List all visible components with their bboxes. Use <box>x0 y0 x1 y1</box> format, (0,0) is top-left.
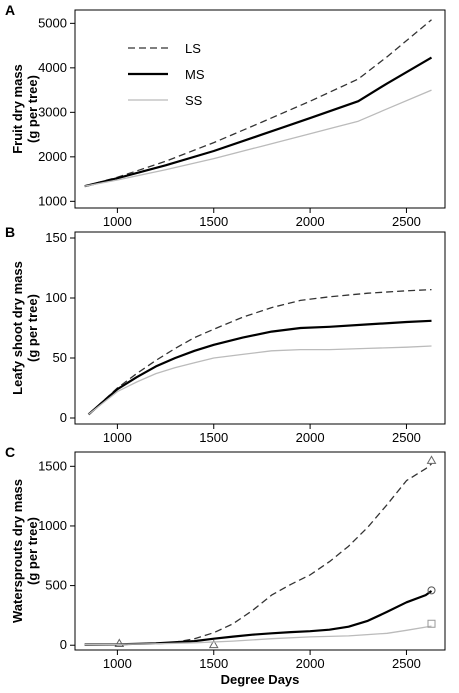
panel-B: 1000 1500 2000 2500 0 50 100 150 B Leafy shoot dr… <box>5 224 446 445</box>
x-tick-label: 2500 <box>392 430 421 445</box>
y-tick-label: 5000 <box>38 15 67 30</box>
x-tick-label: 1000 <box>103 656 132 671</box>
series-line-MS <box>84 56 433 188</box>
panel-letter: B <box>5 224 15 240</box>
plot-frame <box>74 451 446 651</box>
x-tick-label: 2000 <box>296 656 325 671</box>
panel-letter: A <box>5 2 15 18</box>
x-tick-label: 2000 <box>296 430 325 445</box>
y-tick-label: 100 <box>45 290 67 305</box>
y-axis-title-line: Watersprouts dry mass <box>10 479 25 623</box>
marker-circle <box>427 586 436 595</box>
y-axis-title: Fruit dry mass(g per tree) <box>10 64 40 154</box>
marker-triangle <box>426 455 437 464</box>
x-axis-title: Degree Days <box>221 672 300 687</box>
y-axis-title: Leafy shoot dry mass(g per tree) <box>10 261 40 395</box>
plot-frame <box>74 9 446 209</box>
series-line-SS <box>84 625 432 646</box>
marker-triangle <box>208 639 219 649</box>
x-tick-label: 1500 <box>199 430 228 445</box>
x-tick-label: 2000 <box>296 214 325 229</box>
marker-square <box>427 619 436 628</box>
y-axis-title-line: Fruit dry mass <box>10 64 25 154</box>
x-tick-label: 1500 <box>199 214 228 229</box>
y-tick-label: 1000 <box>38 518 67 533</box>
y-tick-label: 3000 <box>38 104 67 119</box>
x-tick-label: 1500 <box>199 656 228 671</box>
series-line-LS <box>84 19 432 187</box>
plot-frame <box>74 231 446 425</box>
y-tick-label: 1500 <box>38 458 67 473</box>
panel-C: 1000 1500 2000 2500 0 500 1000 1500 C Watersprout… <box>5 444 446 687</box>
y-axis-title-line: Leafy shoot dry mass <box>10 261 25 395</box>
series-line-MS <box>87 319 432 416</box>
y-tick-label: 150 <box>45 230 67 245</box>
series-line-LS <box>88 288 432 415</box>
y-tick-label: 0 <box>60 410 67 425</box>
y-tick-label: 500 <box>45 578 67 593</box>
series-line-SS <box>88 345 432 415</box>
y-tick-label: 4000 <box>38 60 67 75</box>
y-axis-title-line: (g per tree) <box>25 75 40 143</box>
legend-label-LS: LS <box>185 41 201 56</box>
x-tick-label: 1000 <box>103 430 132 445</box>
panel-letter: C <box>5 444 15 460</box>
series-line-MS <box>84 590 433 646</box>
panel-A: 1000 1500 2000 2500 1000 2000 3000 4000 5000 A Fru… <box>5 2 446 229</box>
x-tick-label: 2500 <box>392 656 421 671</box>
y-tick-label: 1000 <box>38 193 67 208</box>
y-axis-title-line: (g per tree) <box>25 294 40 362</box>
y-axis-title-line: (g per tree) <box>25 517 40 585</box>
marker-triangle <box>114 638 125 647</box>
legend-label-MS: MS <box>185 67 205 82</box>
x-tick-label: 1000 <box>103 214 132 229</box>
series-line-SS <box>84 89 432 187</box>
y-tick-label: 50 <box>53 350 67 365</box>
y-axis-title: Watersprouts dry mass(g per tree) <box>10 479 40 623</box>
legend: LS MS SS <box>128 41 205 108</box>
y-tick-label: 0 <box>60 637 67 652</box>
series-line-LS <box>84 463 432 646</box>
x-tick-label: 2500 <box>392 214 421 229</box>
y-tick-label: 2000 <box>38 149 67 164</box>
legend-label-SS: SS <box>185 93 203 108</box>
